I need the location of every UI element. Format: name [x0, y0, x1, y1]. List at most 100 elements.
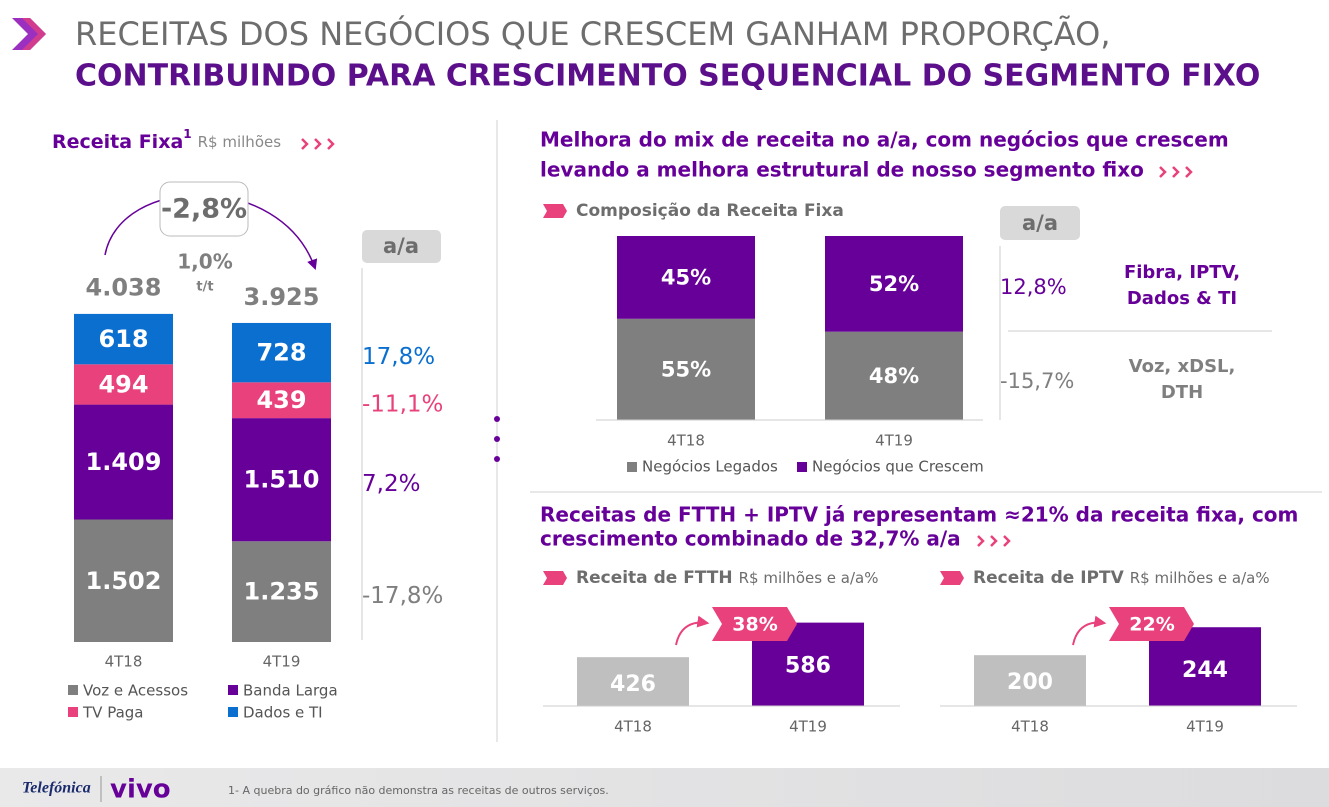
- legend-label: Dados e TI: [243, 704, 323, 722]
- bar-segment: [617, 236, 755, 319]
- subtitle-marker: [543, 571, 567, 585]
- legend-label: Voz e Acessos: [83, 682, 188, 700]
- growth-badge: [1109, 607, 1194, 641]
- legend-swatch: [797, 462, 807, 472]
- footer-band: [0, 768, 1329, 807]
- section-heading: Melhora do mix de receita no a/a, com ne…: [540, 128, 1229, 152]
- dot: [494, 416, 500, 422]
- x-tick-label: 4T18: [614, 718, 652, 736]
- bar-segment: [617, 318, 755, 420]
- value-label: 1.510: [244, 466, 320, 494]
- bar-segment: [74, 519, 173, 642]
- bar-segment: [825, 236, 963, 332]
- growth-label: 22%: [1129, 614, 1174, 636]
- bar-segment: [74, 364, 173, 405]
- value-label: 200: [1007, 670, 1053, 695]
- title-text: Receita Fixa: [52, 131, 183, 153]
- value-label: 586: [785, 654, 831, 679]
- subtitle-text: Receita de FTTH: [576, 568, 733, 588]
- dot: [494, 436, 500, 442]
- subtitle-text: Receita de IPTV: [973, 568, 1125, 588]
- x-tick-label: 4T19: [875, 432, 913, 450]
- bar-segment: [232, 541, 331, 642]
- chart-subtitle: Composição da Receita Fixa: [576, 201, 844, 221]
- chevron: [990, 535, 998, 547]
- legend-swatch: [228, 685, 238, 695]
- bar-segment: [232, 418, 331, 542]
- value-label: 244: [1182, 658, 1228, 683]
- yoy-title: a/a: [1022, 211, 1058, 235]
- yoy-box: [362, 230, 441, 263]
- chevron: [1159, 166, 1167, 178]
- bar: [974, 655, 1086, 706]
- bar-segment: [232, 322, 331, 383]
- brand: Telefónica: [22, 780, 91, 797]
- legend-swatch: [68, 707, 78, 717]
- value-label: 48%: [869, 364, 919, 388]
- growth-badge: [712, 607, 797, 641]
- chevron: [1185, 166, 1193, 178]
- yoy-box: [1000, 206, 1080, 240]
- segment-label: Dados & TI: [1127, 288, 1237, 309]
- chart-subtitle: Receita de FTTH R$ milhões e a/a%: [576, 568, 879, 588]
- legend-swatch: [627, 462, 637, 472]
- change-box: [159, 181, 249, 237]
- legend-swatch: [228, 707, 238, 717]
- chevron: [327, 138, 335, 150]
- bar-segment: [232, 382, 331, 419]
- value-label: 426: [610, 672, 656, 697]
- logo-chevron: [12, 18, 46, 50]
- x-tick-label: 4T19: [263, 653, 301, 671]
- yoy-label: 17,8%: [362, 344, 435, 370]
- x-tick-label: 4T19: [789, 718, 827, 736]
- yoy-label: 7,2%: [362, 471, 420, 497]
- bar: [577, 657, 689, 706]
- unit: R$ milhões e a/a%: [739, 569, 879, 587]
- growth-label: 38%: [732, 614, 777, 636]
- value-label: 618: [98, 325, 148, 353]
- yoy-label: -15,7%: [1000, 369, 1074, 393]
- total-label: 3.925: [244, 283, 320, 311]
- value-label: 1.409: [86, 448, 162, 476]
- value-label: 45%: [661, 265, 711, 289]
- title-line: RECEITAS DOS NEGÓCIOS QUE CRESCEM GANHAM…: [75, 14, 1110, 53]
- change-label: -2,8%: [161, 194, 247, 225]
- value-label: 439: [256, 386, 306, 414]
- growth-arrow: [1072, 615, 1107, 646]
- legend-label: Negócios Legados: [642, 458, 778, 476]
- legend-label: Negócios que Crescem: [812, 458, 984, 476]
- value-label: 1.235: [244, 578, 320, 606]
- bar-segment: [74, 313, 173, 365]
- qoq-label: 1,0%: [177, 250, 232, 274]
- segment-label: DTH: [1161, 382, 1203, 403]
- section-heading: Receitas de FTTH + IPTV já representam ≈…: [540, 503, 1298, 527]
- value-label: 55%: [661, 357, 711, 381]
- value-label: 494: [98, 370, 148, 398]
- section-heading: crescimento combinado de 32,7% a/a: [540, 527, 961, 551]
- value-label: 52%: [869, 272, 919, 296]
- title-note: 1: [183, 127, 191, 141]
- chevron: [301, 138, 309, 150]
- chevron: [977, 535, 985, 547]
- yoy-title: a/a: [383, 234, 419, 258]
- qoq-period: t/t: [196, 280, 213, 295]
- subtitle-marker: [940, 571, 964, 585]
- chart-subtitle: Receita de IPTV R$ milhões e a/a%: [973, 568, 1270, 588]
- yoy-label: -17,8%: [362, 583, 443, 609]
- chart-title: Receita Fixa1 R$ milhões: [52, 127, 281, 153]
- x-tick-label: 4T18: [105, 653, 143, 671]
- segment-label: Voz, xDSL,: [1129, 356, 1236, 377]
- bar-segment: [825, 331, 963, 420]
- chevron: [314, 138, 322, 150]
- footnote: 1- A quebra do gráfico não demonstra as …: [228, 784, 609, 797]
- chevron: [1003, 535, 1011, 547]
- x-tick-label: 4T19: [1186, 718, 1224, 736]
- legend-label: Banda Larga: [243, 682, 338, 700]
- unit: R$ milhões e a/a%: [1130, 569, 1270, 587]
- subtitle-marker: [543, 204, 567, 218]
- value-label: 728: [256, 339, 306, 367]
- x-tick-label: 4T18: [1011, 718, 1049, 736]
- legend-label: TV Paga: [82, 704, 143, 722]
- title-line: CONTRIBUINDO PARA CRESCIMENTO SEQUENCIAL…: [75, 59, 1260, 94]
